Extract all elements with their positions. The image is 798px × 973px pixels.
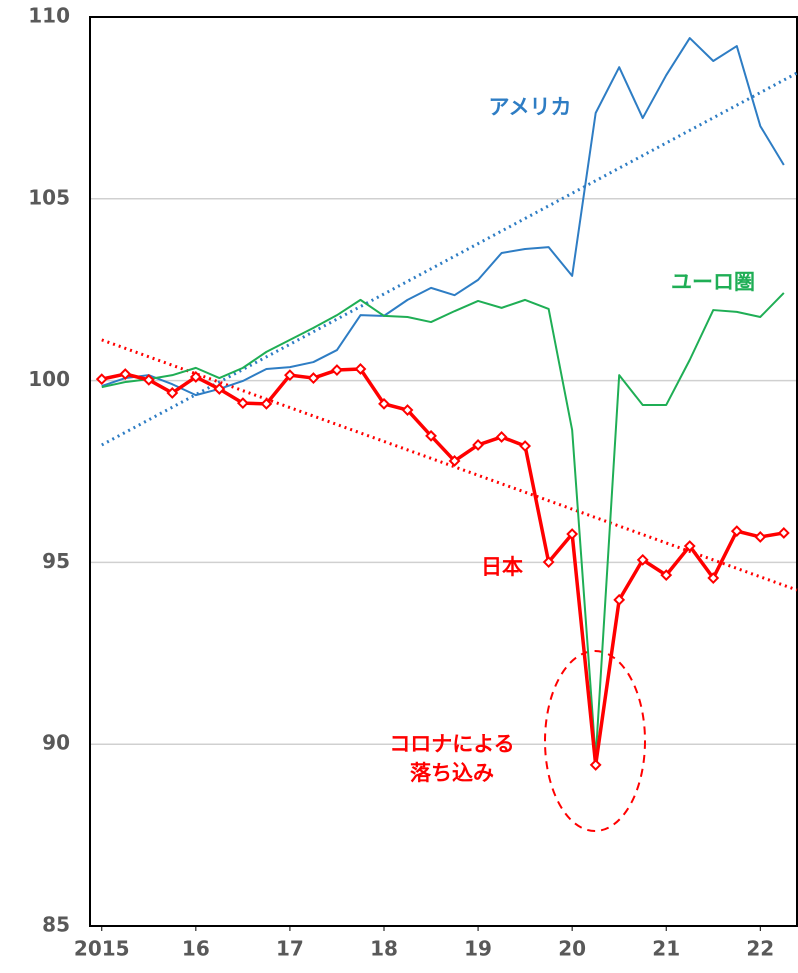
- highlight-ellipse: [544, 650, 646, 832]
- data-point: [660, 569, 673, 582]
- data-point: [495, 431, 508, 443]
- y-tick-label: 85: [42, 913, 70, 937]
- data-point: [142, 373, 155, 386]
- data-point: [566, 528, 579, 540]
- data-point: [284, 369, 296, 382]
- data-point: [166, 387, 179, 399]
- x-tick-label: 21: [652, 937, 680, 961]
- y-tick-label: 105: [28, 185, 70, 209]
- data-point: [636, 553, 649, 566]
- data-point: [730, 525, 743, 538]
- series-label: ユーロ圏: [671, 270, 755, 294]
- plot-frame: [89, 16, 798, 927]
- data-point: [354, 363, 367, 375]
- data-point: [260, 397, 273, 410]
- data-point: [519, 440, 532, 452]
- data-point: [472, 439, 484, 451]
- y-tick-label: 90: [42, 731, 70, 755]
- data-point: [95, 373, 108, 386]
- data-point: [425, 429, 437, 442]
- data-point: [683, 540, 696, 552]
- annotation: コロナによる: [389, 732, 514, 756]
- data-point: [401, 404, 414, 416]
- data-point: [613, 593, 626, 606]
- data-point: [589, 759, 602, 771]
- data-point: [213, 383, 226, 395]
- series-line: [101, 292, 785, 760]
- y-tick-label: 110: [28, 4, 70, 28]
- data-point: [754, 531, 767, 543]
- data-point: [236, 397, 249, 410]
- data-point: [119, 368, 132, 380]
- data-point: [448, 455, 461, 467]
- series-line: [101, 367, 785, 767]
- data-point: [777, 527, 790, 539]
- y-tick-label: 95: [42, 549, 70, 573]
- annotation: 落ち込み: [410, 761, 494, 785]
- series-line: [101, 37, 785, 397]
- x-tick-label: 22: [746, 937, 774, 961]
- x-tick-label: 16: [182, 937, 210, 961]
- data-point: [331, 364, 343, 376]
- data-point: [307, 372, 320, 384]
- series-label: アメリカ: [489, 95, 572, 119]
- x-tick-label: 20: [558, 937, 586, 961]
- x-tick-label: 2015: [74, 937, 130, 961]
- x-tick-label: 19: [464, 937, 492, 961]
- x-tick-label: 18: [370, 937, 398, 961]
- series-label: 日本: [481, 555, 523, 579]
- y-tick-label: 100: [28, 367, 70, 391]
- data-point: [378, 397, 390, 410]
- trend-line: [101, 71, 798, 447]
- data-point: [542, 556, 555, 568]
- x-tick-label: 17: [276, 937, 304, 961]
- data-point: [707, 572, 720, 584]
- data-point: [189, 371, 202, 383]
